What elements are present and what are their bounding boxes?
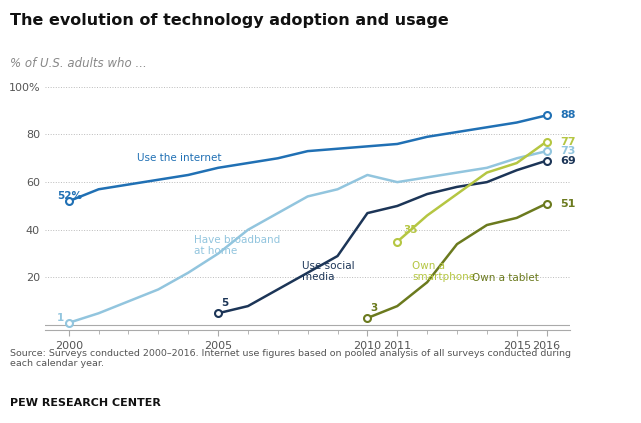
Text: PEW RESEARCH CENTER: PEW RESEARCH CENTER [10, 398, 160, 408]
Text: 77: 77 [560, 137, 576, 147]
Text: Source: Surveys conducted 2000–2016. Internet use figures based on pooled analys: Source: Surveys conducted 2000–2016. Int… [10, 349, 570, 368]
Text: The evolution of technology adoption and usage: The evolution of technology adoption and… [10, 13, 448, 27]
Text: 69: 69 [560, 156, 576, 166]
Text: % of U.S. adults who ...: % of U.S. adults who ... [10, 57, 146, 70]
Text: 51: 51 [560, 198, 576, 209]
Text: 52%: 52% [57, 191, 82, 201]
Text: 88: 88 [560, 110, 576, 121]
Text: Use social
media: Use social media [302, 261, 354, 283]
Text: Own a tablet: Own a tablet [472, 273, 539, 283]
Text: Have broadband
at home: Have broadband at home [194, 235, 281, 256]
Text: 5: 5 [221, 299, 228, 308]
Text: 73: 73 [560, 146, 576, 156]
Text: 35: 35 [403, 225, 418, 235]
Text: 3: 3 [370, 303, 378, 313]
Text: 1: 1 [57, 313, 64, 323]
Text: Use the internet: Use the internet [137, 153, 222, 163]
Text: Own a
smartphone: Own a smartphone [412, 261, 476, 283]
